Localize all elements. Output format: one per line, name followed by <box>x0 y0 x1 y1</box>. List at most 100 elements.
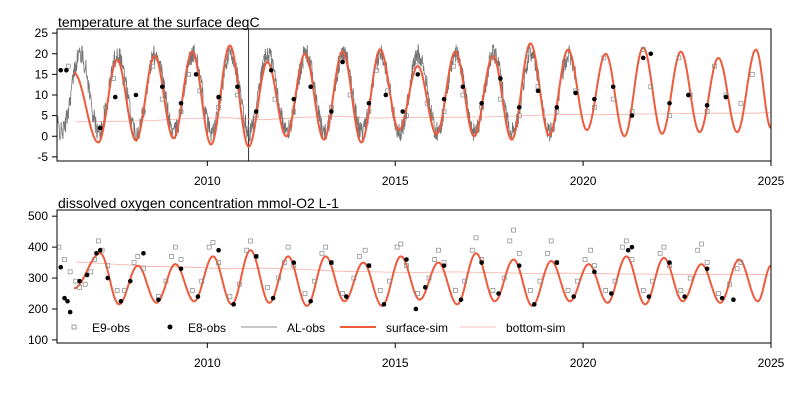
temperature-x-tick-label: 2015 <box>382 174 409 188</box>
oxygen-e8-point <box>629 244 635 250</box>
temperature-e9-point <box>374 67 379 73</box>
temperature-e8-point <box>308 84 313 90</box>
temperature-e8-point <box>193 72 199 77</box>
oxygen-e9-point <box>357 254 362 259</box>
temperature-panel-title: temperature at the surface degC <box>58 14 260 30</box>
oxygen-axes: 100 200 300 400 500 2010 2015 2020 2025 <box>28 209 785 370</box>
temperature-e8-point <box>535 88 541 94</box>
oxygen-e8-point <box>329 260 334 265</box>
temperature-e8-point <box>648 51 654 57</box>
temperature-y-tick-label: 20 <box>35 47 49 61</box>
temperature-e8-point <box>216 94 221 100</box>
temperature-y-tick-label: -5 <box>37 150 48 164</box>
oxygen-e8-point <box>366 263 372 268</box>
temperature-e9-point <box>676 55 682 61</box>
oxygen-e9-point <box>426 275 432 281</box>
oxygen-e9-point <box>206 244 212 250</box>
oxygen-e8-point <box>441 263 447 268</box>
oxygen-e9-point <box>612 278 618 284</box>
oxygen-e9-point <box>588 247 593 253</box>
oxygen-e9-point <box>398 241 404 247</box>
legend-label-bottom-sim: bottom-sim <box>506 321 565 335</box>
oxygen-e9-point <box>704 260 710 265</box>
temperature-e9-point <box>704 109 710 114</box>
oxygen-e9-point <box>716 291 721 296</box>
temperature-e9-point <box>648 84 654 90</box>
oxygen-e8-point <box>344 294 349 299</box>
temperature-e8-point <box>723 94 729 100</box>
temperature-e9-point <box>216 105 221 110</box>
oxygen-e9-point <box>131 260 137 265</box>
oxygen-e9-point <box>302 291 308 296</box>
oxygen-e8-point <box>458 297 464 302</box>
oxygen-e9-point <box>661 244 667 250</box>
temperature-e9-point <box>526 51 531 57</box>
oxygen-e9-point <box>620 244 625 250</box>
oxygen-e8-point <box>216 247 221 253</box>
temperature-x-tick-label: 2010 <box>194 174 221 188</box>
oxygen-e9-point <box>95 238 101 244</box>
oxygen-x-tick-label: 2010 <box>194 356 221 370</box>
temperature-e9-point <box>488 55 494 61</box>
oxygen-e9-point <box>501 275 507 281</box>
oxygen-e9-point <box>377 288 383 293</box>
oxygen-y-tick-label: 100 <box>28 333 48 347</box>
temperature-e9-point <box>223 59 229 65</box>
oxygen-e8-point <box>253 254 259 259</box>
chart-legend: E9-obs E8-obs AL-obs surface-sim bottom-sim <box>71 321 565 335</box>
temperature-e8-point <box>573 90 578 96</box>
temperature-e9-point <box>263 55 268 61</box>
temperature-y-tick-label: 15 <box>35 67 49 81</box>
oxygen-e8-point <box>231 302 236 307</box>
temperature-e9-point <box>738 100 744 106</box>
temperature-e8-point <box>329 109 334 114</box>
temperature-e8-point <box>178 100 184 106</box>
legend-item-e9-obs: E9-obs <box>71 321 130 335</box>
temperature-y-tick-label: 0 <box>41 129 48 143</box>
oxygen-e9-point <box>565 288 571 293</box>
oxygen-e9-point <box>189 288 195 293</box>
legend-item-surface-sim: surface-sim <box>340 321 448 335</box>
temperature-e8-point <box>112 94 118 100</box>
oxygen-e8-point <box>479 260 484 265</box>
oxygen-e8-point <box>118 298 124 304</box>
temperature-e8-point <box>400 109 406 114</box>
oxygen-e9-point <box>135 254 141 259</box>
legend-item-bottom-sim: bottom-sim <box>460 321 565 335</box>
temperature-x-tick-label: 2025 <box>758 174 785 188</box>
temperature-e9-point <box>415 59 421 65</box>
oxygen-e9-point <box>678 288 684 293</box>
temperature-e8-point <box>667 100 672 106</box>
temperature-e9-point <box>366 109 372 114</box>
temperature-e8-point <box>268 67 274 73</box>
oxygen-e9-point <box>545 250 550 256</box>
oxygen-e9-point <box>323 244 329 250</box>
oxygen-e9-point <box>351 275 357 281</box>
oxygen-e9-point <box>285 244 291 250</box>
oxygen-e9-point <box>362 247 368 253</box>
oxygen-e8-point <box>308 298 313 304</box>
temperature-e8-point <box>592 96 597 102</box>
temperature-e9-point <box>347 92 353 98</box>
oxygen-e9-point <box>490 288 496 293</box>
temperature-e9-point <box>235 92 240 98</box>
temperature-e9-point <box>141 109 146 114</box>
oxygen-e9-point <box>394 244 400 250</box>
oxygen-e9-point <box>516 250 522 256</box>
temperature-e8-point <box>383 92 389 98</box>
oxygen-e9-point <box>528 288 533 293</box>
oxygen-e9-point <box>82 281 88 287</box>
oxygen-y-tick-label: 300 <box>28 271 48 285</box>
oxygen-e8-point <box>291 260 297 265</box>
temperature-y-tick-label: 25 <box>35 26 49 40</box>
oxygen-e8-point <box>516 263 522 268</box>
oxygen-series-group <box>57 227 771 315</box>
oxygen-e9-point <box>199 278 205 284</box>
oxygen-e8-point <box>97 247 103 253</box>
oxygen-y-tick-label: 400 <box>28 240 48 254</box>
temperature-e9-point <box>460 92 466 98</box>
temperature-e9-point <box>640 47 646 52</box>
oxygen-e9-point <box>178 257 184 262</box>
oxygen-e9-point <box>282 260 287 265</box>
